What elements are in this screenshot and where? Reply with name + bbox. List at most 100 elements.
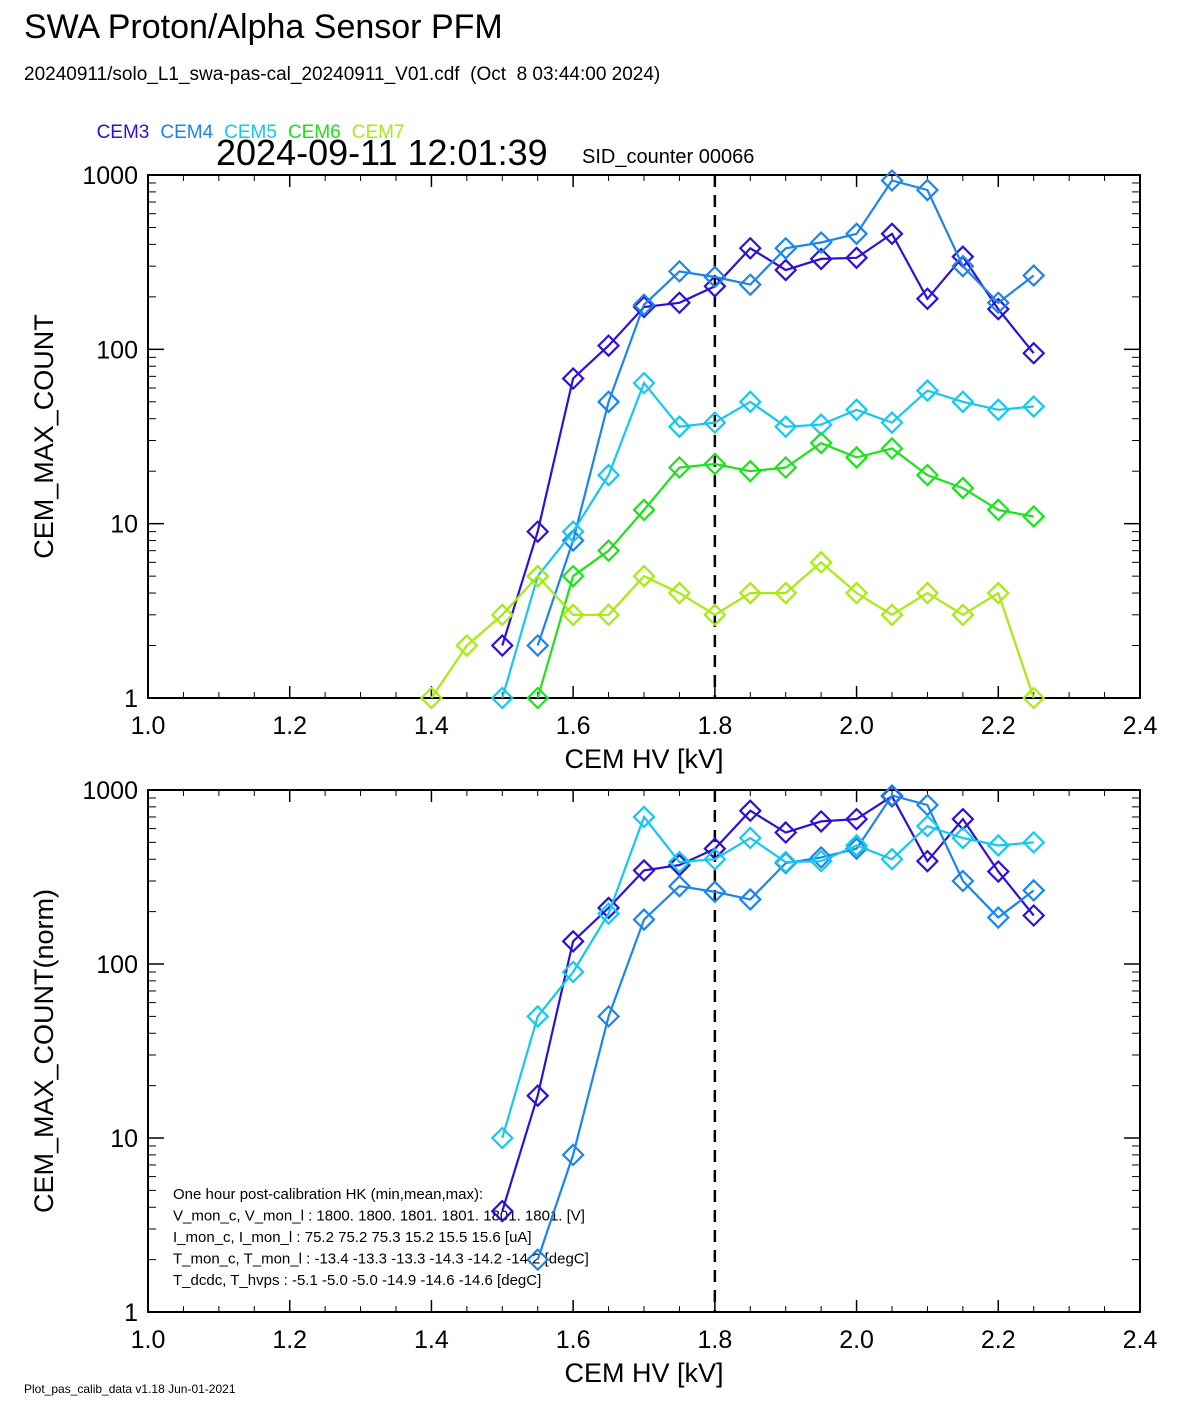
- top-data-point: [632, 371, 656, 395]
- top-data-point: [667, 259, 691, 283]
- timestamp: 2024-09-11 12:01:39: [216, 132, 548, 173]
- chart-title: SWA Proton/Alpha Sensor PFM: [24, 8, 503, 46]
- top-ytick-label: 1: [124, 685, 138, 713]
- top-data-point: [490, 633, 514, 658]
- top-xtick-label: 2.0: [839, 712, 874, 740]
- top-series-line: [536, 179, 1035, 646]
- bottom-data-point: [703, 847, 727, 871]
- top-data-point: [597, 539, 621, 563]
- legend-cem7: CEM7: [351, 122, 405, 143]
- top-data-point: [774, 415, 798, 439]
- top-xtick-label: 1.0: [131, 712, 166, 740]
- bottom-data-point: [667, 874, 691, 898]
- top-data-point: [880, 168, 904, 193]
- top-series-cem3: [490, 222, 1046, 658]
- bottom-data-point: [490, 1199, 514, 1223]
- top-data-point: [986, 291, 1010, 315]
- top-data-point: [1022, 394, 1046, 419]
- top-ytick-label: 10: [110, 511, 138, 539]
- bottom-data-point: [738, 826, 762, 850]
- bottom-xtick-label: 1.8: [697, 1326, 732, 1354]
- top-data-point: [738, 459, 762, 483]
- bottom-data-point: [561, 929, 585, 953]
- bottom-data-point: [632, 908, 656, 932]
- hk-box: One hour post-calibration HK (min,mean,m…: [173, 1186, 589, 1289]
- bottom-series-cem5: [490, 805, 1046, 1150]
- bottom-panel: 1.0 1.2 1.4 1.6 1.8 2.0 2.2 2.4 1 10 100 1000 CEM HV…: [29, 777, 1157, 1388]
- top-data-point: [880, 436, 904, 461]
- file-subtitle: 20240911/solo_L1_swa-pas-cal_20240911_V0…: [24, 64, 661, 85]
- hk-line: V_mon_c, V_mon_l : 1800. 1800. 1801. 180…: [173, 1208, 585, 1225]
- top-data-point: [951, 603, 975, 627]
- top-data-point: [986, 398, 1010, 422]
- top-x-axis-label: CEM HV [kV]: [564, 744, 723, 774]
- bottom-data-point: [986, 833, 1010, 858]
- top-xtick-label: 1.6: [556, 712, 591, 740]
- top-data-point: [845, 445, 869, 469]
- top-ytick-label: 1000: [82, 162, 138, 190]
- bottom-data-point: [880, 847, 904, 871]
- bottom-data-point: [774, 850, 798, 874]
- bottom-data-point: [597, 1004, 621, 1028]
- top-data-point: [526, 564, 550, 588]
- bottom-data-point: [526, 1084, 550, 1108]
- legend-cem5: CEM5: [224, 122, 277, 143]
- footer-version: Plot_pas_calib_data v1.18 Jun-01-2021: [24, 1382, 236, 1396]
- top-data-point: [845, 222, 869, 246]
- bottom-xtick-label: 1.4: [414, 1326, 449, 1354]
- bottom-data-point: [880, 783, 904, 808]
- top-data-point: [738, 236, 762, 260]
- top-data-point: [632, 293, 656, 317]
- top-data-point: [632, 295, 656, 319]
- top-data-point: [561, 603, 585, 627]
- bottom-data-point: [986, 859, 1010, 884]
- hk-line: T_dcdc, T_hvps : -5.1 -5.0 -5.0 -14.9 -1…: [173, 1272, 541, 1289]
- top-data-point: [880, 603, 904, 627]
- top-data-point: [880, 411, 904, 435]
- top-data-point: [774, 258, 798, 282]
- bottom-data-point: [632, 858, 656, 882]
- bottom-data-point: [951, 869, 975, 893]
- top-data-point: [561, 529, 585, 553]
- sid-counter: SID_counter 00066: [582, 146, 755, 168]
- top-data-point: [526, 633, 550, 658]
- top-data-point: [1022, 263, 1046, 288]
- top-data-point: [915, 178, 939, 202]
- top-data-point: [880, 222, 904, 246]
- bottom-data-point: [951, 826, 975, 850]
- bottom-xtick-label: 1.0: [131, 1326, 166, 1354]
- bottom-data-point: [561, 1143, 585, 1167]
- top-ytick-label: 100: [96, 336, 138, 364]
- bottom-data-point: [809, 849, 833, 873]
- bottom-data-point: [1022, 830, 1046, 854]
- top-data-point: [951, 390, 975, 414]
- top-data-point: [526, 520, 550, 544]
- top-data-point: [667, 415, 691, 439]
- bottom-xtick-label: 2.2: [981, 1326, 1016, 1354]
- top-data-point: [526, 686, 550, 710]
- top-y-axis-label: CEM_MAX_COUNT: [29, 314, 59, 559]
- bottom-data-point: [774, 820, 798, 845]
- top-data-point: [1022, 341, 1046, 365]
- top-data-point: [703, 452, 727, 476]
- hk-line: I_mon_c, I_mon_l : 75.2 75.2 75.3 15.2 1…: [173, 1229, 532, 1246]
- top-data-point: [703, 603, 727, 627]
- top-series-line: [501, 380, 1034, 699]
- top-plot-frame: [147, 174, 1141, 699]
- top-data-point: [986, 581, 1010, 605]
- top-data-point: [915, 581, 939, 605]
- bottom-series-cem4: [526, 783, 1046, 1272]
- bottom-y-axis-label: CEM_MAX_COUNT(norm): [29, 889, 59, 1213]
- top-data-point: [419, 686, 443, 710]
- top-data-point: [490, 603, 514, 627]
- bottom-ytick-label: 1000: [82, 777, 138, 805]
- top-data-point: [597, 334, 621, 358]
- top-data-point: [951, 476, 975, 500]
- bottom-data-point: [561, 960, 585, 984]
- bottom-data-point: [526, 1248, 550, 1272]
- bottom-data-point: [667, 850, 691, 874]
- top-data-point: [1022, 686, 1046, 710]
- top-data-point: [738, 581, 762, 605]
- top-panel: 1.0 1.2 1.4 1.6 1.8 2.0 2.2 2.4 1 10 100 1000 CEM HV…: [29, 162, 1157, 774]
